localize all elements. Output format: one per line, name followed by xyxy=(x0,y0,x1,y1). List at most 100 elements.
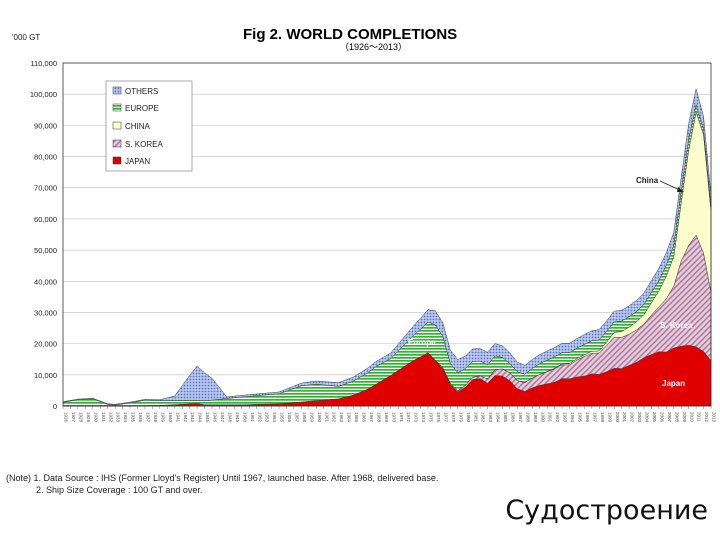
note-line-2: 2. Ship Size Coverage : 100 GT and over. xyxy=(36,485,203,495)
legend-swatch-others xyxy=(112,86,122,95)
x-tick-label: 1969 xyxy=(384,412,389,423)
x-tick-label: 2008 xyxy=(674,412,679,423)
plot-frame xyxy=(62,62,712,407)
annotation-japan: Japan xyxy=(662,379,685,388)
x-tick-label: 1952 xyxy=(257,412,262,423)
chart-subtitle: （1926～2013） xyxy=(340,42,407,52)
y-tick-label: 100,000 xyxy=(30,90,57,99)
note-line-1: (Note) 1. Data Source : IHS (Former Lloy… xyxy=(6,473,439,483)
x-tick-label: 2005 xyxy=(652,412,657,423)
y-axis-unit-label: '000 GT xyxy=(12,33,40,42)
x-tick-label: 1957 xyxy=(294,412,299,423)
x-tick-label: 1928 xyxy=(78,412,83,423)
x-tick-label: 2013 xyxy=(712,412,717,423)
x-tick-label: 1968 xyxy=(376,412,381,423)
x-tick-label: 1933 xyxy=(116,412,121,423)
x-tick-label: 1975 xyxy=(429,412,434,423)
x-tick-label: 1953 xyxy=(265,412,270,423)
legend-swatch-europe xyxy=(112,103,122,112)
x-tick-label: 1987 xyxy=(518,412,523,423)
x-tick-label: 1947 xyxy=(220,412,225,423)
x-tick-label: 1994 xyxy=(570,412,575,423)
x-tick-label: 1955 xyxy=(280,412,285,423)
x-tick-label: 1926 xyxy=(64,412,69,423)
x-tick-label: 1997 xyxy=(592,412,597,423)
legend-swatch-korea xyxy=(112,139,122,148)
annotations: China Europe S. Korea Japan xyxy=(408,176,693,388)
x-tick-label: 1986 xyxy=(510,412,515,423)
y-tick-label: 0 xyxy=(53,402,57,411)
x-tick-label: 1996 xyxy=(585,412,590,423)
x-tick-label: 1930 xyxy=(93,412,98,423)
x-tick-label: 1978 xyxy=(451,412,456,423)
legend-label-europe: EUROPE xyxy=(125,104,159,113)
x-tick-label: 1942 xyxy=(183,412,188,423)
x-tick-label: 1937 xyxy=(146,412,151,423)
slide-caption: Судостроение xyxy=(505,495,708,526)
legend: OTHERS EUROPE CHINA S. KOREA JAPAN xyxy=(105,80,193,172)
legend-swatch-japan xyxy=(112,156,122,165)
x-tick-label: 1954 xyxy=(272,412,277,423)
x-tick-label: 2011 xyxy=(697,412,702,422)
x-tick-label: 1965 xyxy=(354,412,359,423)
x-tick-label: 1991 xyxy=(548,412,553,423)
legend-label-china: CHINA xyxy=(125,122,151,131)
x-tick-label: 1958 xyxy=(302,412,307,423)
y-tick-label: 40,000 xyxy=(34,277,57,286)
x-tick-label: 1945 xyxy=(205,412,210,423)
annotation-china-arrowhead xyxy=(677,187,684,192)
x-tick-label: 1935 xyxy=(131,412,136,423)
x-tick-label: 1983 xyxy=(488,412,493,423)
source-notes: (Note) 1. Data Source : IHS (Former Lloy… xyxy=(6,472,438,496)
x-tick-label: 1929 xyxy=(86,412,91,423)
x-tick-label: 1984 xyxy=(496,412,501,423)
x-tick-label: 1980 xyxy=(466,412,471,423)
x-tick-label: 1966 xyxy=(362,412,367,423)
x-tick-label: 1971 xyxy=(399,412,404,423)
x-tick-label: 1981 xyxy=(473,412,478,423)
x-tick-label: 1931 xyxy=(101,412,106,423)
annotation-korea: S. Korea xyxy=(660,321,693,330)
legend-label-others: OTHERS xyxy=(125,87,158,96)
y-tick-label: 10,000 xyxy=(34,371,57,380)
x-tick-label: 1979 xyxy=(458,412,463,423)
x-tick-label: 1940 xyxy=(168,412,173,423)
x-tick-label: 1946 xyxy=(213,412,218,423)
x-tick-label: 1960 xyxy=(317,412,322,423)
annotation-europe: Europe xyxy=(408,338,436,347)
x-tick-label: 1950 xyxy=(242,412,247,423)
x-tick-label: 2001 xyxy=(622,412,627,423)
x-tick-label: 1974 xyxy=(421,412,426,423)
x-tick-label: 2004 xyxy=(645,412,650,423)
x-tick-label: 1989 xyxy=(533,412,538,423)
x-tick-label: 1948 xyxy=(227,412,232,423)
x-tick-label: 1962 xyxy=(332,412,337,423)
x-tick-label: 2006 xyxy=(659,412,664,423)
y-tick-label: 80,000 xyxy=(34,153,57,162)
x-tick-label: 1998 xyxy=(600,412,605,423)
x-tick-label: 1956 xyxy=(287,412,292,423)
legend-label-korea: S. KOREA xyxy=(125,140,163,149)
x-tick-label: 1941 xyxy=(175,412,180,423)
x-tick-label: 1973 xyxy=(414,412,419,423)
x-tick-label: 1967 xyxy=(369,412,374,423)
x-tick-label: 1995 xyxy=(578,412,583,423)
x-tick-label: 1959 xyxy=(309,412,314,423)
y-tick-label: 70,000 xyxy=(34,184,57,193)
y-tick-label: 110,000 xyxy=(30,59,57,68)
x-axis-ticks: 1926 1927 1928 1929 1930 1931 1932 1933 1934 1935… xyxy=(62,406,717,423)
x-tick-label: 1944 xyxy=(198,412,203,423)
x-tick-label: 1936 xyxy=(138,412,143,423)
y-axis-ticks: 0 10,000 20,000 30,000 40,000 50,000 60,000 70,… xyxy=(30,59,57,411)
x-tick-label: 2010 xyxy=(689,412,694,423)
y-tick-label: 30,000 xyxy=(34,308,57,317)
chart-title: Fig 2. WORLD COMPLETIONS xyxy=(243,26,457,43)
y-tick-label: 90,000 xyxy=(34,121,57,130)
x-tick-label: 1961 xyxy=(324,412,329,423)
x-tick-label: 2007 xyxy=(667,412,672,423)
x-tick-label: 1985 xyxy=(503,412,508,423)
x-tick-label: 1943 xyxy=(190,412,195,423)
x-tick-label: 1927 xyxy=(71,412,76,423)
y-tick-label: 50,000 xyxy=(34,246,57,255)
x-tick-label: 1939 xyxy=(160,412,165,423)
